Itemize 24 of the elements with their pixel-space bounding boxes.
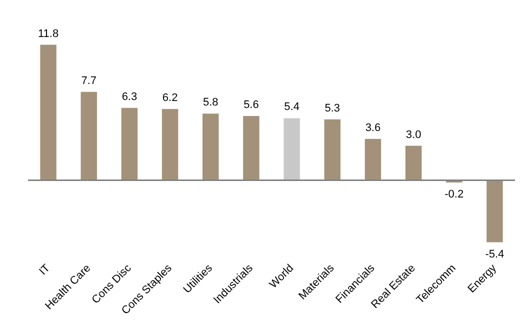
bar [364,138,382,180]
x-tick-label: IT [37,262,53,278]
data-label: 3.0 [406,128,422,141]
bar [243,116,260,180]
data-label: 5.3 [324,102,340,114]
data-label: 5.8 [202,96,218,109]
data-label: -5.4 [485,248,504,260]
data-label: -0.2 [444,188,464,201]
bar [162,109,178,180]
bar [202,114,219,180]
data-label: 11.8 [38,28,59,40]
bar [284,118,300,180]
data-label: 5.4 [284,101,300,114]
bar [405,146,422,180]
data-label: 5.6 [244,98,259,111]
data-label: 6.2 [162,92,178,104]
data-label: 3.6 [365,122,381,134]
data-label: 6.3 [122,90,138,103]
bar [486,180,503,242]
bar [324,119,340,180]
bar [80,92,97,180]
data-label: 7.7 [81,74,97,87]
bar [121,108,138,180]
bar [40,44,56,180]
